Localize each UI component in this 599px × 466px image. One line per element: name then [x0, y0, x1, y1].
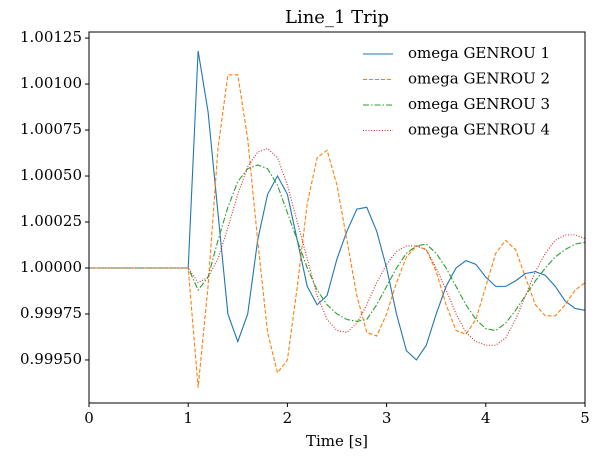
y-tick-label: 0.99975	[20, 304, 82, 322]
plot-frame	[88, 31, 586, 404]
y-tick-label: 1.00100	[20, 74, 82, 92]
x-axis-label: Time [s]	[306, 432, 368, 450]
series-line	[89, 164, 586, 332]
legend-label: omega GENROU 2	[408, 70, 550, 88]
legend-label: omega GENROU 4	[408, 121, 550, 139]
x-tick-label: 0	[84, 409, 94, 427]
y-tick-label: 1.00025	[20, 212, 82, 230]
x-tick-label: 1	[183, 409, 193, 427]
x-tick-label: 2	[283, 409, 293, 427]
series-line	[89, 50, 586, 361]
x-tick-label: 5	[580, 409, 590, 427]
legend-label: omega GENROU 1	[408, 44, 550, 62]
y-tick-label: 1.00125	[20, 28, 82, 46]
x-tick-label: 4	[481, 409, 491, 427]
chart-title: Line_1 Trip	[285, 7, 389, 28]
x-tick-label: 3	[382, 409, 392, 427]
y-tick-label: 0.99950	[20, 350, 82, 368]
y-tick-label: 1.00000	[20, 258, 82, 276]
series-line	[89, 74, 586, 388]
series-line	[89, 147, 586, 346]
y-tick-label: 1.00050	[20, 166, 82, 184]
legend-label: omega GENROU 3	[408, 95, 550, 113]
y-tick-label: 1.00075	[20, 120, 82, 138]
